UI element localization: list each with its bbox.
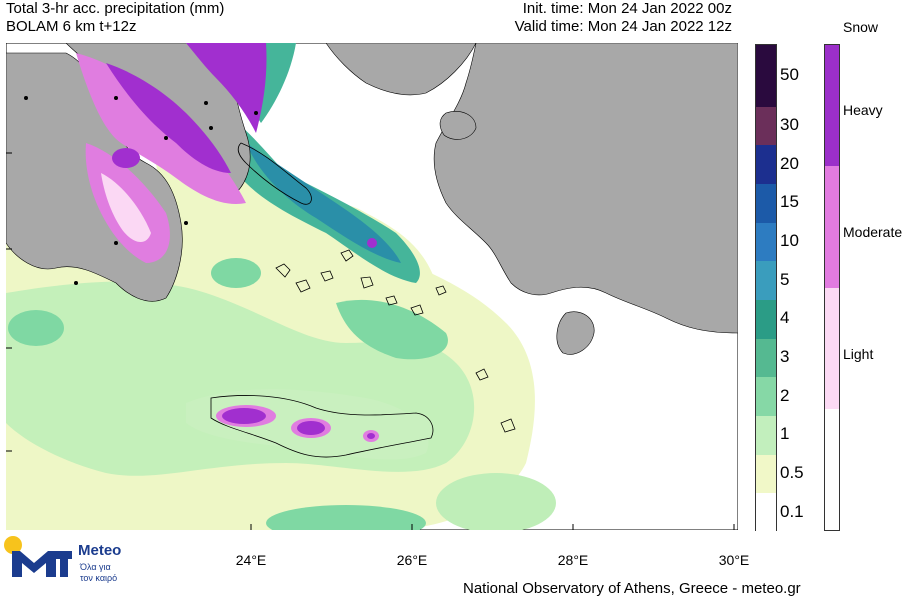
snow-label-heavy: Heavy [843, 102, 883, 118]
precip-color-cell [756, 454, 776, 494]
logo-wordmark: Meteo [78, 542, 122, 559]
precip-scale-label: 10 [780, 231, 799, 251]
green-blob-southeast [436, 473, 556, 530]
green-blob-west [8, 310, 64, 346]
snow-crete-east-core [367, 433, 375, 439]
x-axis-label-30e: 30°E [718, 552, 750, 568]
precip-color-cell [756, 145, 776, 185]
precip-scale-label: 0.1 [780, 501, 804, 521]
title-line-1: Total 3-hr acc. precipitation (mm) [6, 0, 225, 17]
precip-color-cell [756, 338, 776, 378]
snow-heavy-mainland [106, 63, 231, 173]
green-band-cyclades [336, 299, 448, 360]
title-line-2: BOLAM 6 km t+12z [6, 18, 137, 35]
precip-scale-label: 4 [780, 308, 790, 328]
snow-color-cell [825, 166, 839, 289]
x-axis-label-26e: 26°E [396, 552, 428, 568]
snow-color-cell [825, 408, 839, 530]
snow-north-greece [186, 43, 267, 133]
precip-scale-label: 20 [780, 153, 799, 173]
heavy-precip-core [246, 143, 401, 263]
precip-color-cell [756, 184, 776, 223]
precip-color-cell [756, 45, 776, 107]
land-lesvos [439, 111, 477, 140]
snow-crete-ida-heavy [297, 421, 325, 435]
snow-legend-title: Snow [843, 19, 879, 35]
precip-scale-label: 15 [780, 192, 799, 212]
x-axis-label-24e: 24°E [235, 552, 267, 568]
snow-color-cell [825, 287, 839, 410]
snow-color-cell [825, 45, 839, 168]
snow-heavy-peloponnese [112, 148, 140, 168]
map-canvas [6, 43, 738, 530]
precip-scale-label: 30 [780, 115, 799, 135]
logo-tagline-1: Όλα για [80, 562, 111, 572]
precip-scale-label: 2 [780, 385, 790, 405]
snow-crete-west-heavy [222, 408, 266, 424]
precip-scale-label: 5 [780, 269, 790, 289]
credit-text: National Observatory of Athens, Greece -… [463, 580, 801, 597]
snow-light-peloponnese [101, 173, 151, 243]
x-axis-label-28e: 28°E [557, 552, 589, 568]
precip-color-cell [756, 416, 776, 455]
green-blob-south [266, 505, 426, 530]
precip-scale-label: 50 [780, 64, 799, 84]
precipitation-map [6, 43, 738, 530]
axis-ticks [6, 152, 735, 530]
precip-color-cell [756, 222, 776, 262]
city-markers [24, 96, 258, 285]
meteo-logo [4, 536, 72, 577]
cyclades-islands [275, 249, 516, 433]
snow-label-light: Light [843, 346, 874, 362]
snow-label-moderate: Moderate [843, 224, 902, 240]
precip-scale-label: 0.5 [780, 463, 804, 483]
land-north-coast [325, 43, 477, 96]
snow-colorbar [824, 44, 840, 531]
precip-color-cell [756, 106, 776, 146]
precip-color-cell [756, 493, 776, 532]
precip-scale-label: 3 [780, 347, 790, 367]
init-time: Init. time: Mon 24 Jan 2022 00z [522, 0, 732, 17]
green-blob-cyclades [211, 258, 261, 288]
precip-color-cell [756, 377, 776, 417]
precip-color-cell [756, 300, 776, 339]
precip-scale-label: 1 [780, 424, 790, 444]
land-euboea [237, 142, 312, 205]
precip-color-cell [756, 261, 776, 301]
precipitation-colorbar [755, 44, 777, 532]
logo-tagline-2: τον καιρό [80, 573, 118, 583]
map-title: Total 3-hr acc. precipitation (mm) BOLAM… [6, 0, 224, 36]
time-info: Init. time: Mon 24 Jan 2022 00z Valid ti… [515, 0, 732, 36]
snow-island-core [367, 238, 377, 248]
land-rhodes [556, 311, 595, 355]
valid-time: Valid time: Mon 24 Jan 2022 12z [514, 18, 732, 35]
